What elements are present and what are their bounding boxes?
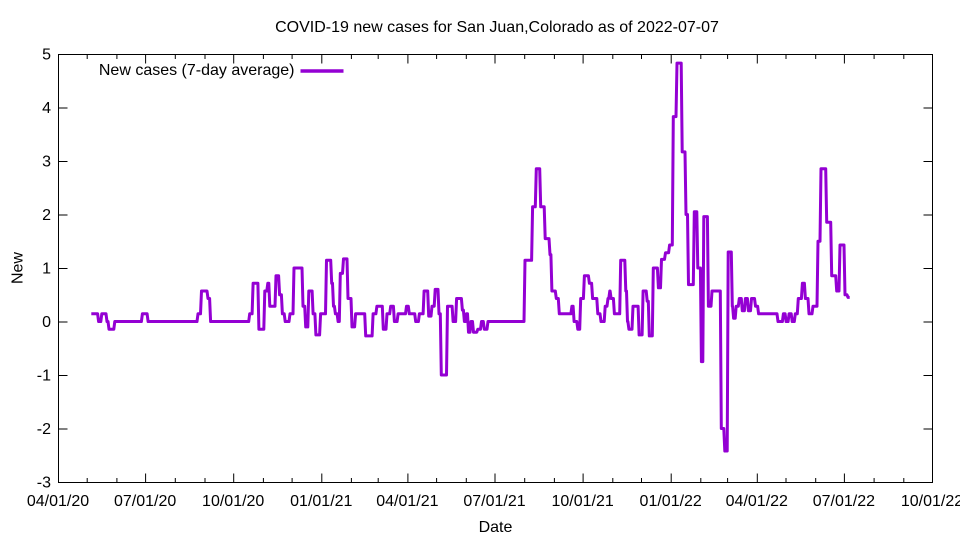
svg-text:-3: -3 [37, 475, 51, 492]
svg-text:10/01/21: 10/01/21 [551, 493, 613, 510]
svg-text:New: New [10, 252, 27, 284]
svg-text:07/01/20: 07/01/20 [114, 493, 176, 510]
svg-text:04/01/21: 04/01/21 [376, 493, 438, 510]
svg-text:07/01/21: 07/01/21 [463, 493, 525, 510]
svg-text:10/01/22: 10/01/22 [901, 493, 960, 510]
svg-text:COVID-19 new cases for San Jua: COVID-19 new cases for San Juan,Colorado… [275, 19, 719, 36]
svg-text:-2: -2 [37, 421, 51, 438]
svg-text:04/01/22: 04/01/22 [726, 493, 788, 510]
svg-text:4: 4 [42, 100, 51, 117]
svg-text:5: 5 [42, 47, 51, 64]
svg-text:3: 3 [42, 154, 51, 171]
svg-text:New cases (7-day average): New cases (7-day average) [99, 62, 295, 79]
svg-text:-1: -1 [37, 368, 51, 385]
svg-text:0: 0 [42, 314, 51, 331]
svg-text:Date: Date [479, 519, 513, 536]
svg-text:01/01/22: 01/01/22 [640, 493, 702, 510]
svg-text:1: 1 [42, 261, 51, 278]
svg-text:04/01/20: 04/01/20 [27, 493, 89, 510]
svg-text:10/01/20: 10/01/20 [202, 493, 264, 510]
svg-text:01/01/21: 01/01/21 [290, 493, 352, 510]
svg-text:07/01/22: 07/01/22 [813, 493, 875, 510]
svg-text:2: 2 [42, 207, 51, 224]
